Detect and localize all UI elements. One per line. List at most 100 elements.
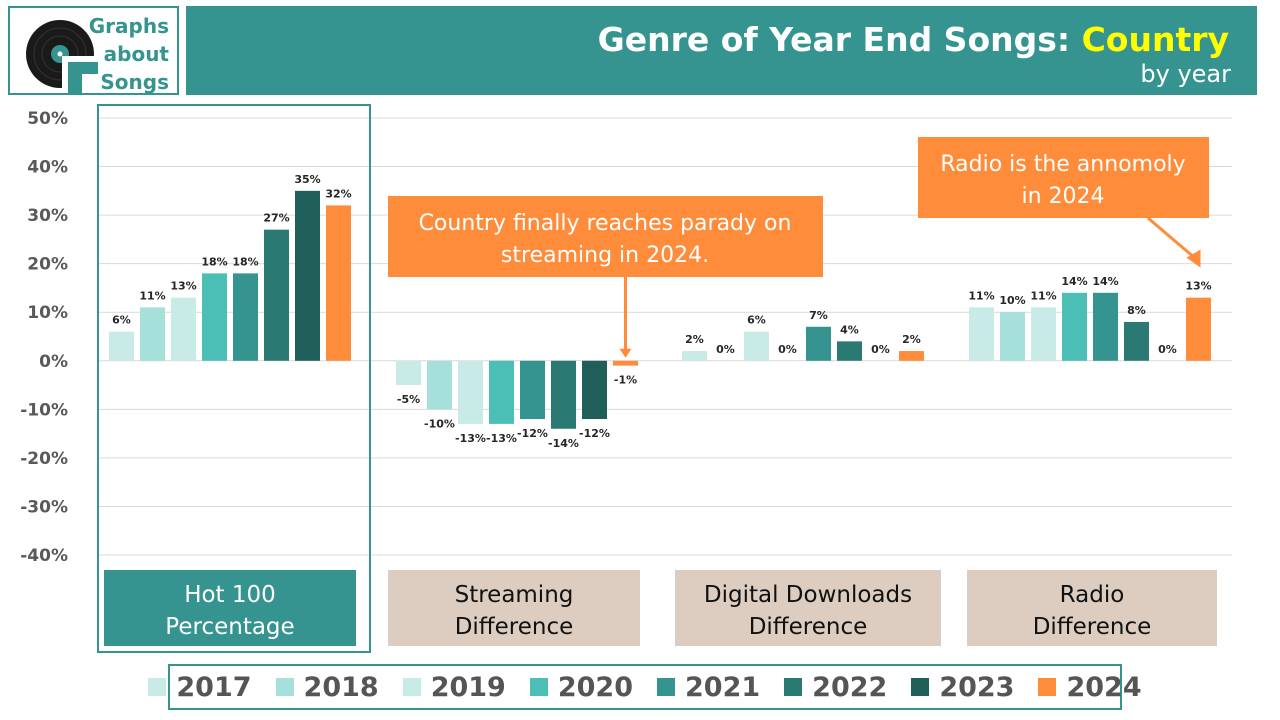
bar (458, 360, 483, 424)
legend-label: 2021 (685, 671, 761, 703)
bar (140, 307, 165, 361)
category-box (388, 570, 640, 646)
y-tick-label: 40% (27, 158, 68, 178)
bar (233, 273, 258, 361)
vinyl-record-icon (26, 20, 102, 94)
legend-item: 2021 (657, 672, 760, 703)
category-label: Streaming (455, 582, 574, 608)
data-label: 13% (170, 280, 196, 293)
bar (396, 360, 421, 386)
data-label: 14% (1092, 275, 1118, 288)
data-label: -1% (614, 374, 637, 387)
data-label: 7% (809, 309, 828, 322)
data-label: 18% (201, 255, 227, 268)
category-label: Digital Downloads (704, 582, 912, 608)
legend-label: 2018 (303, 671, 379, 703)
streaming-annotation-text: streaming in 2024. (501, 243, 709, 268)
bar (682, 351, 707, 361)
legend-label: 2024 (1066, 671, 1142, 703)
radio-arrowhead (1186, 249, 1201, 268)
logo-line: Graphs (88, 14, 169, 38)
bar (171, 297, 196, 361)
logo-text: Graphs about Songs (89, 12, 169, 96)
title-genre: Country (1081, 20, 1229, 59)
category-label: Difference (749, 614, 868, 640)
y-tick-label: -20% (20, 449, 68, 469)
legend-label: 2022 (812, 671, 888, 703)
data-label: 2% (902, 333, 921, 346)
bar (551, 360, 576, 429)
data-label: -5% (397, 393, 420, 406)
data-label: 6% (747, 314, 766, 327)
data-label: 4% (840, 323, 859, 336)
legend-label: 2023 (939, 671, 1015, 703)
category-box (967, 570, 1217, 646)
bar (613, 360, 638, 366)
bar (1186, 297, 1211, 361)
bar (264, 229, 289, 361)
y-tick-label: -40% (20, 546, 68, 566)
bar (837, 341, 862, 361)
bar (806, 326, 831, 361)
legend-item: 2020 (529, 671, 633, 703)
data-label: -14% (548, 437, 579, 450)
streaming-annotation-text: Country finally reaches parady on (419, 211, 792, 236)
bar (1031, 307, 1056, 361)
legend-swatch (657, 678, 675, 696)
data-label: 0% (871, 343, 890, 356)
legend-swatch (911, 678, 930, 696)
category-label: Percentage (165, 614, 294, 640)
data-label: 18% (232, 255, 258, 268)
radio-annotation-text: Radio is the annomoly (940, 152, 1185, 177)
streaming-annotation-box (388, 196, 823, 277)
legend-label: 2020 (557, 671, 633, 703)
legend-swatch (148, 678, 167, 696)
category-box (104, 570, 356, 646)
bar (427, 360, 452, 410)
data-label: 0% (716, 343, 735, 356)
radio-arrow (1147, 216, 1196, 259)
logo: Graphs about Songs (8, 6, 179, 95)
bar (582, 360, 607, 420)
data-label: 13% (1185, 280, 1211, 293)
title-prefix: Genre of Year End Songs: (597, 20, 1082, 59)
bar (520, 360, 545, 420)
chart-title: Genre of Year End Songs: Country (598, 20, 1229, 59)
y-tick-label: 10% (27, 303, 68, 323)
data-label: 6% (112, 314, 131, 327)
y-tick-label: 50% (27, 109, 68, 129)
category-label: Hot 100 (184, 582, 276, 608)
legend-swatch (275, 678, 294, 696)
category-label: Difference (1033, 614, 1152, 640)
legend-item: 2018 (275, 671, 379, 703)
data-label: 35% (294, 173, 320, 186)
data-label: 10% (999, 294, 1025, 307)
bar (326, 205, 351, 361)
category-label: Difference (455, 614, 574, 640)
bar (1000, 312, 1025, 361)
data-label: 2% (685, 333, 704, 346)
y-tick-label: 30% (27, 206, 68, 226)
hot100-highlight-frame (97, 104, 371, 653)
bar (1093, 292, 1118, 361)
data-label: -13% (486, 432, 517, 445)
y-tick-label: 20% (27, 255, 68, 275)
data-label: -12% (517, 427, 548, 440)
bar (1062, 292, 1087, 361)
legend-label: 2019 (430, 671, 506, 703)
legend-item: 2024 (1038, 671, 1142, 703)
legend-swatch (784, 678, 803, 696)
data-label: 11% (139, 289, 165, 302)
streaming-arrowhead (619, 348, 632, 358)
legend-label: 2017 (176, 671, 252, 703)
data-label: 0% (1158, 343, 1177, 356)
bar (744, 331, 769, 361)
data-label: 32% (325, 187, 351, 200)
logo-line: about (103, 42, 169, 66)
data-label: -10% (424, 417, 455, 430)
data-label: 11% (1030, 289, 1056, 302)
bar (899, 351, 924, 361)
bar (1124, 321, 1149, 361)
category-box (675, 570, 941, 646)
